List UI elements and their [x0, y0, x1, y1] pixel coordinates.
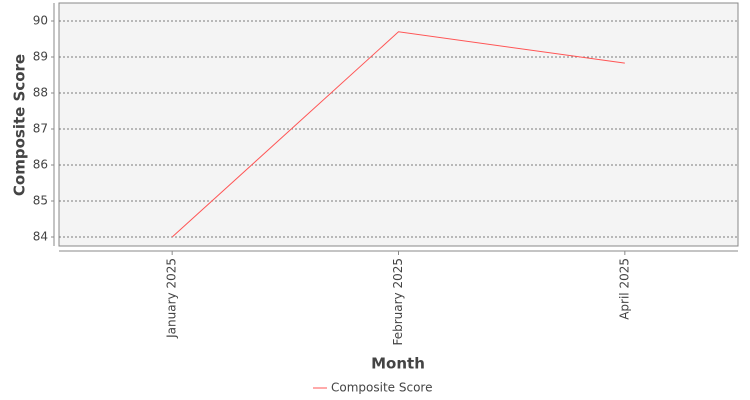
- y-tick-label: 87: [33, 122, 48, 136]
- y-tick-label: 89: [33, 50, 48, 64]
- y-tick-label: 85: [33, 194, 48, 208]
- series-line: [171, 31, 625, 238]
- y-tick-label: 84: [33, 230, 48, 244]
- plot-area: [58, 2, 739, 247]
- x-tick-label: January 2025: [165, 258, 179, 339]
- x-tick-label: April 2025: [617, 258, 631, 320]
- legend-label: Composite Score: [331, 381, 432, 395]
- y-tick-label: 86: [33, 158, 48, 172]
- y-tick-label: 90: [33, 14, 48, 28]
- y-axis-title: Composite Score: [11, 54, 29, 196]
- x-axis-title: Month: [371, 355, 425, 373]
- y-tick-label: 88: [33, 86, 48, 100]
- x-tick-label: February 2025: [391, 258, 405, 346]
